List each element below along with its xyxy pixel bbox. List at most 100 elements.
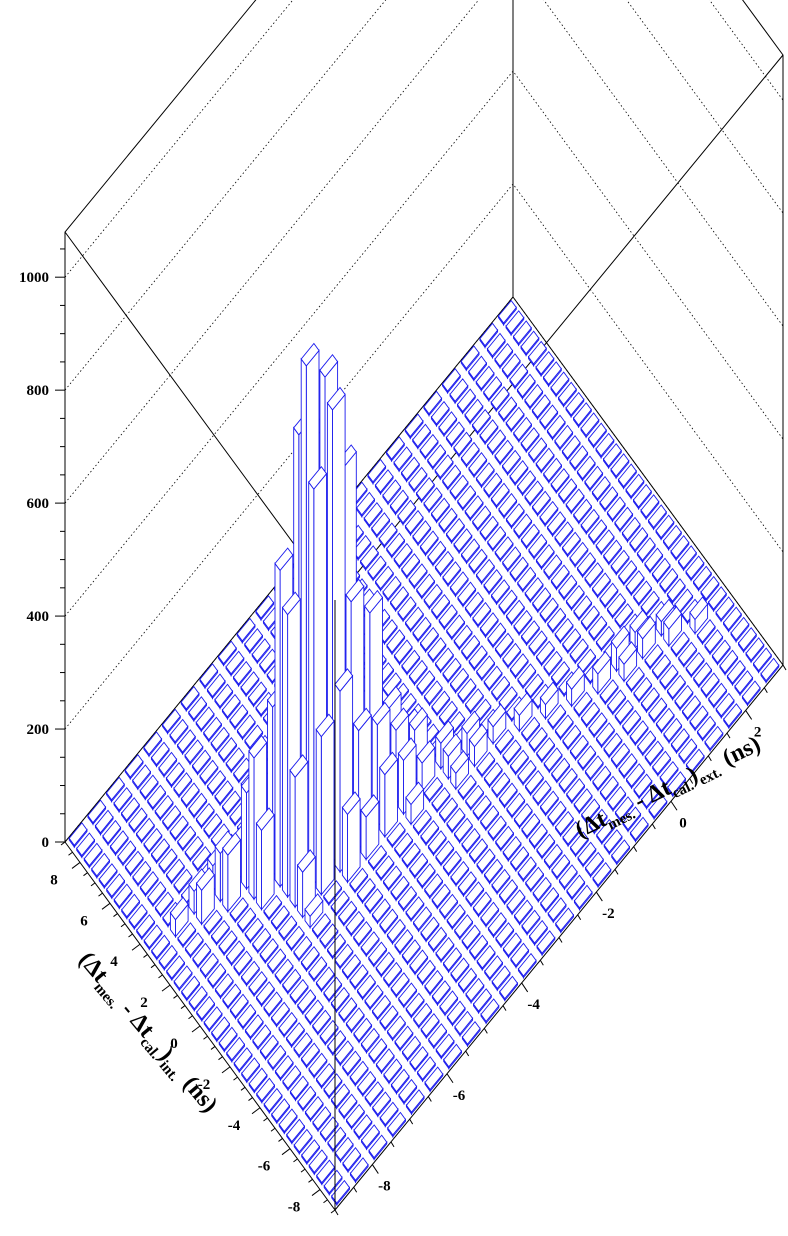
bar-top bbox=[113, 786, 133, 811]
histogram-bar bbox=[708, 682, 728, 709]
bar-top bbox=[334, 668, 354, 693]
x-tick bbox=[390, 1141, 395, 1148]
bar-top bbox=[464, 688, 484, 713]
bar-top bbox=[480, 901, 500, 926]
histogram-bar bbox=[162, 805, 182, 832]
histogram-bar bbox=[551, 757, 571, 784]
histogram-bar bbox=[368, 941, 388, 968]
bar-top bbox=[584, 562, 604, 587]
y-tick-label: 2 bbox=[140, 995, 148, 1011]
bar-top bbox=[173, 965, 193, 990]
bar-top bbox=[430, 497, 450, 522]
bar-top bbox=[367, 844, 387, 869]
histogram-bar bbox=[353, 920, 373, 948]
bar-top bbox=[423, 776, 443, 801]
histogram-bar bbox=[374, 565, 394, 592]
y-tick bbox=[83, 872, 88, 877]
bar-top bbox=[516, 470, 536, 495]
histogram-bar bbox=[461, 924, 481, 951]
bar-top bbox=[464, 495, 484, 520]
histogram-bar bbox=[685, 651, 705, 679]
bar-top bbox=[263, 894, 283, 919]
histogram-bar bbox=[517, 663, 537, 690]
histogram-bar bbox=[441, 367, 461, 395]
histogram-bar bbox=[401, 1035, 421, 1062]
histogram-bar bbox=[678, 738, 698, 765]
histogram-bar bbox=[308, 1052, 328, 1079]
histogram-bar bbox=[614, 603, 634, 630]
bar-top bbox=[367, 555, 387, 580]
y-tick bbox=[90, 882, 96, 887]
bar-top bbox=[484, 955, 504, 979]
bar-top bbox=[207, 962, 227, 987]
histogram-bar bbox=[457, 484, 477, 512]
histogram-bar bbox=[726, 659, 746, 687]
histogram-bar bbox=[510, 942, 530, 969]
bar-top bbox=[558, 767, 578, 792]
histogram-bar bbox=[524, 673, 544, 700]
bar-top bbox=[528, 630, 548, 655]
histogram-bar bbox=[499, 975, 519, 1002]
bar-top bbox=[532, 780, 552, 805]
histogram-bar bbox=[453, 528, 473, 555]
histogram-bar bbox=[423, 487, 443, 514]
histogram-bar bbox=[206, 673, 226, 700]
bar-top bbox=[456, 388, 476, 413]
bar-top bbox=[214, 973, 234, 998]
histogram-bar bbox=[513, 609, 533, 637]
histogram-bar bbox=[562, 724, 582, 751]
bar-top bbox=[442, 657, 462, 682]
x-tick bbox=[409, 1118, 414, 1125]
histogram-bar bbox=[363, 501, 383, 529]
histogram-bar bbox=[569, 541, 589, 568]
histogram-bar bbox=[539, 404, 559, 431]
histogram-bar bbox=[136, 914, 156, 941]
bar-top bbox=[379, 751, 399, 776]
histogram-bar bbox=[327, 1126, 347, 1153]
z-gridline bbox=[64, 296, 784, 843]
bar-top bbox=[412, 520, 432, 545]
histogram-bar bbox=[592, 650, 612, 696]
bar-top bbox=[438, 507, 458, 532]
bar-top bbox=[244, 724, 264, 749]
y-tick bbox=[278, 1138, 283, 1142]
bar-top bbox=[510, 846, 530, 870]
histogram-bar bbox=[479, 419, 499, 446]
histogram-bar bbox=[203, 1006, 223, 1033]
histogram-bar bbox=[603, 539, 623, 566]
histogram-bar bbox=[663, 717, 683, 744]
histogram-bar bbox=[457, 967, 477, 994]
bar-top bbox=[431, 980, 451, 1004]
bar-top bbox=[225, 747, 245, 772]
bar-top bbox=[460, 441, 480, 466]
bar-top bbox=[397, 596, 417, 621]
histogram-bar bbox=[222, 832, 242, 914]
histogram-bar bbox=[184, 932, 204, 959]
bar-top bbox=[424, 873, 444, 898]
bar-top bbox=[364, 888, 384, 912]
histogram-bar bbox=[446, 614, 466, 641]
histogram-bar bbox=[360, 931, 380, 958]
y-tick-label: 8 bbox=[50, 872, 58, 888]
bar-top bbox=[520, 330, 540, 355]
y-tick bbox=[101, 902, 111, 910]
histogram-bar bbox=[531, 490, 551, 517]
bar-top bbox=[218, 1026, 238, 1051]
histogram-bar bbox=[278, 915, 298, 942]
bar-top bbox=[692, 565, 712, 590]
bar-top bbox=[173, 868, 193, 893]
histogram-bar bbox=[416, 959, 436, 986]
bar-side-x bbox=[261, 813, 275, 911]
bar-top bbox=[401, 842, 421, 867]
histogram-bar bbox=[408, 659, 428, 686]
bar-top bbox=[327, 1126, 347, 1151]
bar-top bbox=[434, 550, 454, 575]
bar-top bbox=[521, 716, 541, 741]
histogram-bar bbox=[550, 371, 570, 398]
histogram-bar bbox=[139, 870, 159, 898]
bar-top bbox=[607, 689, 627, 714]
histogram-bar bbox=[528, 823, 548, 850]
bar-top bbox=[445, 517, 465, 542]
bar-top bbox=[483, 858, 503, 883]
bar-top bbox=[595, 625, 615, 650]
